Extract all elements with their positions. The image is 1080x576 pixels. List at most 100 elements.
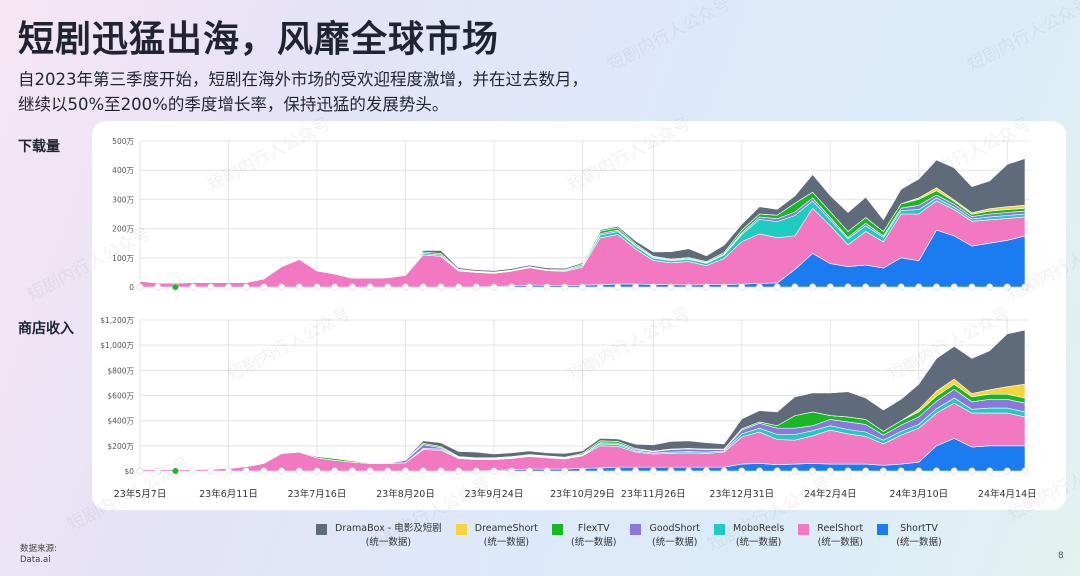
legend-item-5[interactable]: ReelShort (统一数据) [798,522,863,550]
event-marker[interactable] [490,283,498,291]
event-marker[interactable] [809,467,817,475]
event-marker[interactable] [791,283,799,291]
event-marker[interactable] [171,467,179,475]
event-marker[interactable] [632,467,640,475]
event-marker[interactable] [738,467,746,475]
event-marker[interactable] [915,283,923,291]
event-marker[interactable] [738,283,746,291]
event-marker[interactable] [632,283,640,291]
event-marker[interactable] [809,283,817,291]
event-marker[interactable] [879,283,887,291]
event-marker[interactable] [401,467,409,475]
legend-item-1[interactable]: DreameShort (统一数据) [455,522,538,550]
event-marker[interactable] [295,467,303,475]
legend-item-0[interactable]: DramaBox - 电影及短剧 (统一数据) [316,522,442,550]
event-marker[interactable] [879,467,887,475]
event-marker[interactable] [755,283,763,291]
event-marker[interactable] [366,467,374,475]
event-marker[interactable] [862,283,870,291]
event-marker[interactable] [649,283,657,291]
event-marker[interactable] [578,283,586,291]
event-marker[interactable] [791,467,799,475]
event-marker[interactable] [207,283,215,291]
event-marker[interactable] [773,283,781,291]
event-marker[interactable] [260,283,268,291]
event-marker[interactable] [561,283,569,291]
event-marker[interactable] [986,467,994,475]
event-marker[interactable] [826,467,834,475]
event-marker[interactable] [932,283,940,291]
event-marker[interactable] [508,283,516,291]
event-marker[interactable] [348,467,356,475]
event-marker[interactable] [419,467,427,475]
event-marker[interactable] [968,467,976,475]
event-marker[interactable] [366,283,374,291]
event-marker[interactable] [720,283,728,291]
event-marker[interactable] [401,283,409,291]
event-marker[interactable] [525,283,533,291]
event-marker[interactable] [525,467,533,475]
event-marker[interactable] [578,467,586,475]
event-marker[interactable] [1021,467,1029,475]
event-marker[interactable] [331,467,339,475]
event-marker[interactable] [313,467,321,475]
event-marker[interactable] [225,283,233,291]
event-marker[interactable] [278,467,286,475]
event-marker[interactable] [1021,283,1029,291]
event-marker[interactable] [189,467,197,475]
event-marker[interactable] [932,467,940,475]
event-marker[interactable] [773,467,781,475]
event-marker[interactable] [614,467,622,475]
event-marker[interactable] [596,467,604,475]
event-marker[interactable] [348,283,356,291]
event-marker[interactable] [437,283,445,291]
event-marker[interactable] [225,467,233,475]
event-marker[interactable] [490,467,498,475]
event-marker[interactable] [331,283,339,291]
event-marker[interactable] [915,467,923,475]
event-marker[interactable] [897,283,905,291]
event-marker[interactable] [384,467,392,475]
event-marker[interactable] [154,467,162,475]
event-marker[interactable] [260,467,268,475]
event-marker[interactable] [242,467,250,475]
event-marker[interactable] [508,467,516,475]
event-marker[interactable] [844,467,852,475]
event-marker[interactable] [685,467,693,475]
event-marker[interactable] [596,283,604,291]
event-marker[interactable] [419,283,427,291]
event-marker[interactable] [136,283,144,291]
event-marker[interactable] [755,467,763,475]
event-marker[interactable] [313,283,321,291]
event-marker[interactable] [384,283,392,291]
event-marker[interactable] [561,467,569,475]
event-marker[interactable] [950,467,958,475]
legend-item-4[interactable]: MoboReels (统一数据) [713,522,784,550]
event-marker[interactable] [649,467,657,475]
event-marker[interactable] [826,283,834,291]
event-marker[interactable] [667,467,675,475]
event-marker[interactable] [437,467,445,475]
event-marker[interactable] [171,283,179,291]
event-marker[interactable] [455,283,463,291]
event-marker[interactable] [614,283,622,291]
event-marker[interactable] [189,283,197,291]
event-marker[interactable] [685,283,693,291]
legend-item-6[interactable]: ShortTV (统一数据) [877,522,942,550]
event-marker[interactable] [720,467,728,475]
event-marker[interactable] [295,283,303,291]
event-marker[interactable] [986,283,994,291]
event-marker[interactable] [667,283,675,291]
event-marker[interactable] [154,283,162,291]
event-marker[interactable] [1003,467,1011,475]
legend-item-2[interactable]: FlexTV (统一数据) [552,522,616,550]
event-marker[interactable] [844,283,852,291]
event-marker[interactable] [950,283,958,291]
event-marker[interactable] [455,467,463,475]
event-marker[interactable] [1003,283,1011,291]
event-marker[interactable] [278,283,286,291]
event-marker[interactable] [702,467,710,475]
event-marker[interactable] [968,283,976,291]
event-marker[interactable] [472,283,480,291]
event-marker[interactable] [543,467,551,475]
